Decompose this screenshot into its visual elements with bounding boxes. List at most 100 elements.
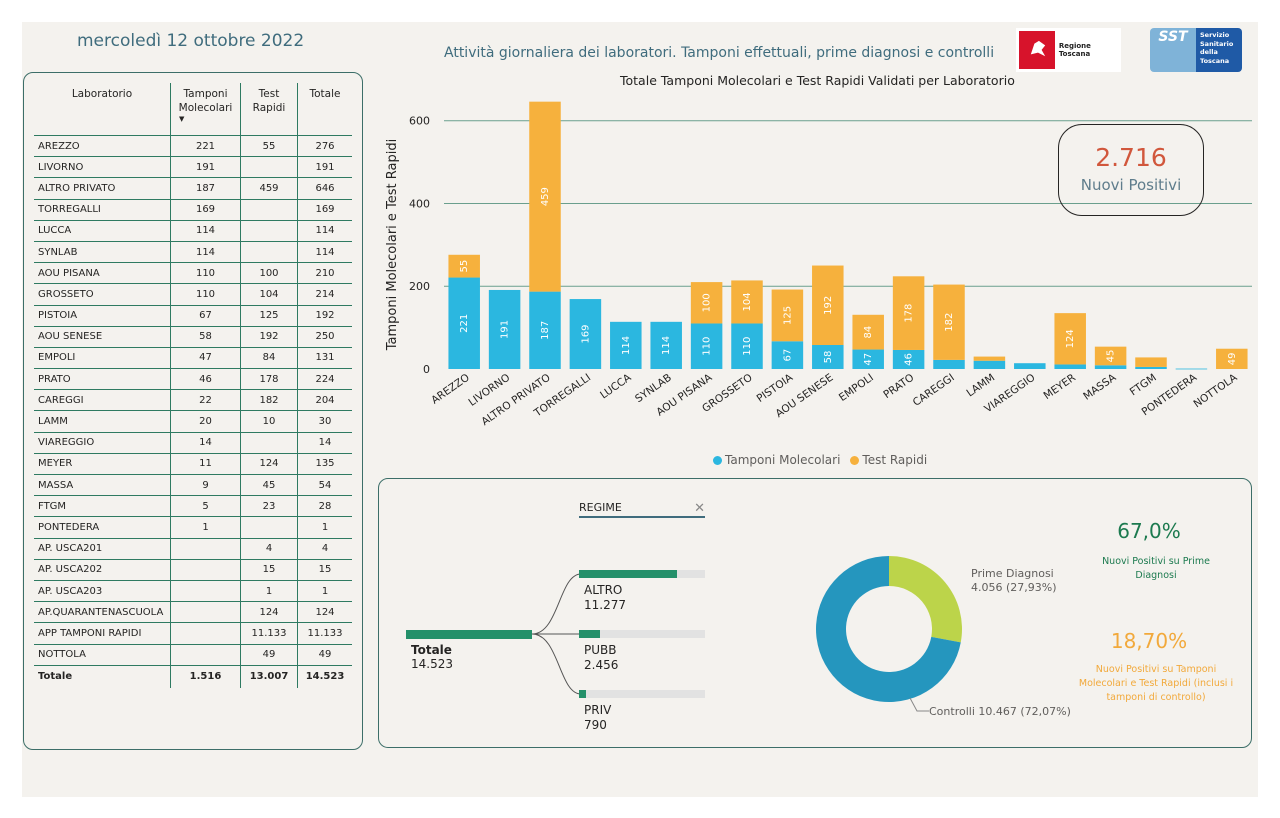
- table-cell: 10: [240, 410, 298, 433]
- donut-slice-controlli[interactable]: [816, 556, 961, 702]
- col-header-totale[interactable]: Totale: [297, 83, 352, 136]
- chart-title: Totale Tamponi Molecolari e Test Rapidi …: [620, 73, 1015, 88]
- bar-rapidi: [771, 289, 804, 342]
- decomp-label-priv: PRIV 790: [584, 703, 611, 733]
- table-cell: 58: [170, 326, 241, 348]
- table-row[interactable]: PRATO 46 178 224: [34, 368, 352, 391]
- table-cell: TORREGALLI: [34, 199, 171, 221]
- table-row[interactable]: APP TAMPONI RAPIDI 11.133 11.133: [34, 622, 352, 645]
- table-cell: AOU PISANA: [34, 262, 171, 285]
- table-cell: 191: [297, 156, 352, 179]
- bar-rapidi: [529, 101, 561, 292]
- bar-rapidi: [1135, 357, 1167, 367]
- table-cell: VIAREGGIO: [34, 432, 171, 454]
- bar-rapidi: [1054, 313, 1086, 365]
- table-cell: NOTTOLA: [34, 644, 171, 666]
- table-cell: [170, 559, 241, 581]
- table-row[interactable]: LIVORNO 191 191: [34, 156, 352, 179]
- table-row[interactable]: PISTOIA 67 125 192: [34, 305, 352, 327]
- bar-rapidi: [448, 254, 480, 278]
- table-row[interactable]: ALTRO PRIVATO 187 459 646: [34, 177, 352, 200]
- bar-molecolari: [488, 289, 521, 369]
- table-row[interactable]: AP. USCA203 1 1: [34, 580, 352, 603]
- table-cell: 47: [170, 347, 241, 370]
- close-icon[interactable]: ✕: [694, 501, 705, 516]
- donut-slice-prime-diagnosi[interactable]: [889, 556, 962, 643]
- table-row[interactable]: SYNLAB 114 114: [34, 241, 352, 264]
- table-cell: 276: [297, 135, 352, 158]
- sst-logo-mark: SST: [1150, 28, 1196, 72]
- table-cell: 178: [240, 368, 298, 391]
- table-cell: 15: [240, 559, 298, 581]
- bar-rapidi: [973, 356, 1006, 361]
- legend-item-molecolari[interactable]: Tamponi Molecolari: [713, 453, 840, 467]
- table-row[interactable]: AOU PISANA 110 100 210: [34, 262, 352, 285]
- table-cell: 9: [170, 474, 241, 497]
- table-cell: GROSSETO: [34, 283, 171, 306]
- table-cell: CAREGGI: [34, 389, 171, 412]
- regione-logo-text: Regione Toscana: [1058, 42, 1091, 58]
- x-tick-label: PRATO: [881, 372, 916, 401]
- table-row[interactable]: AP. USCA201 4 4: [34, 538, 352, 560]
- bar-data-label: 46: [904, 353, 915, 366]
- table-cell: 169: [170, 199, 241, 221]
- bar-data-label: 110: [702, 337, 713, 356]
- table-row[interactable]: TORREGALLI 169 169: [34, 199, 352, 221]
- regime-filter[interactable]: REGIME ✕: [579, 501, 705, 518]
- decomp-bar-priv[interactable]: [579, 690, 705, 698]
- decomp-bar-altro[interactable]: [579, 570, 705, 578]
- report-title: Attività giornaliera dei laboratori. Tam…: [444, 45, 995, 61]
- x-tick-label: CAREGGI: [911, 372, 957, 409]
- bar-molecolari: [448, 277, 480, 369]
- decomp-root-bar[interactable]: [406, 630, 532, 639]
- table-cell: [240, 199, 298, 221]
- table-row[interactable]: LUCCA 114 114: [34, 220, 352, 242]
- table-row[interactable]: FTGM 5 23 28: [34, 495, 352, 518]
- bar-molecolari: [610, 321, 642, 369]
- bar-molecolari: [1054, 364, 1086, 369]
- table-cell: 5: [170, 495, 241, 518]
- bar-data-label: 124: [1065, 329, 1076, 348]
- table-total-row: Totale 1.516 13.007 14.523: [34, 664, 352, 688]
- table-row[interactable]: VIAREGGIO 14 14: [34, 432, 352, 454]
- table-row[interactable]: EMPOLI 47 84 131: [34, 347, 352, 370]
- table-row[interactable]: AP.QUARANTENASCUOLA 124 124: [34, 601, 352, 624]
- decomp-label-altro: ALTRO 11.277: [584, 583, 626, 613]
- legend-item-rapidi[interactable]: Test Rapidi: [850, 453, 927, 467]
- table-cell: 125: [240, 305, 298, 327]
- bar-data-label: 459: [540, 187, 551, 206]
- table-cell: 114: [170, 220, 241, 242]
- col-header-tamponi-molecolari[interactable]: Tamponi Molecolari ▼: [170, 83, 241, 136]
- table-cell: 23: [240, 495, 298, 518]
- table-cell: 135: [297, 453, 352, 476]
- bar-rapidi: [690, 282, 723, 324]
- x-tick-label: NOTTOLA: [1191, 371, 1240, 410]
- table-row[interactable]: AOU SENESE 58 192 250: [34, 326, 352, 348]
- table-cell: 1: [240, 580, 298, 603]
- table-cell: [240, 432, 298, 454]
- donut-label-prime-diagnosi: Prime Diagnosi 4.056 (27,93%): [971, 567, 1057, 595]
- col-header-laboratorio[interactable]: Laboratorio: [34, 83, 171, 136]
- table-cell: 49: [297, 644, 352, 666]
- table-row[interactable]: MEYER 11 124 135: [34, 453, 352, 476]
- bar-molecolari: [650, 321, 682, 369]
- table-row[interactable]: PONTEDERA 1 1: [34, 516, 352, 539]
- table-row[interactable]: NOTTOLA 49 49: [34, 644, 352, 666]
- decomp-altro-value: 11.277: [584, 598, 626, 612]
- table-row[interactable]: AREZZO 221 55 276: [34, 135, 352, 158]
- decomp-bar-pubb[interactable]: [579, 630, 705, 638]
- lab-table-body: AREZZO 221 55 276 LIVORNO 191 191 ALTRO PRIVATO…: [34, 135, 352, 688]
- bar-molecolari: [1094, 365, 1127, 369]
- table-row[interactable]: MASSA 9 45 54: [34, 474, 352, 497]
- table-cell: 114: [297, 241, 352, 264]
- col-header-test-rapidi[interactable]: Test Rapidi: [240, 83, 298, 136]
- table-cell: MEYER: [34, 453, 171, 476]
- table-cell: [240, 220, 298, 242]
- table-row[interactable]: GROSSETO 110 104 214: [34, 283, 352, 306]
- bar-molecolari: [1175, 368, 1208, 370]
- table-row[interactable]: LAMM 20 10 30: [34, 410, 352, 433]
- table-row[interactable]: CAREGGI 22 182 204: [34, 389, 352, 412]
- bar-rapidi: [933, 284, 965, 360]
- legend-dot-rapidi: [850, 456, 860, 465]
- table-row[interactable]: AP. USCA202 15 15: [34, 559, 352, 581]
